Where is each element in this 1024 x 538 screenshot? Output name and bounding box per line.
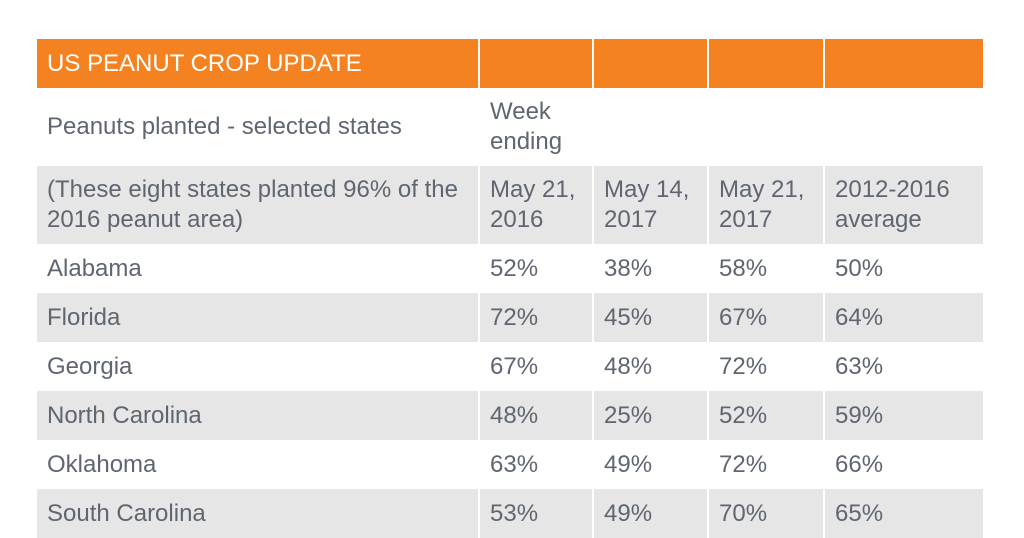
title-cell-empty	[478, 39, 593, 88]
table-row: Alabama 52% 38% 58% 50%	[37, 244, 983, 293]
value-cell: 49%	[592, 489, 708, 538]
column-header: 2012-2016 average	[823, 166, 983, 244]
column-header: May 21, 2016	[478, 166, 593, 244]
value-cell: 63%	[478, 440, 593, 489]
value-cell: 52%	[478, 244, 593, 293]
value-cell: 58%	[707, 244, 824, 293]
week-ending-label: Week ending	[478, 88, 593, 166]
subtitle-cell-empty	[823, 88, 983, 166]
value-cell: 67%	[478, 342, 593, 391]
peanut-crop-table-container: US PEANUT CROP UPDATE Peanuts planted - …	[37, 39, 983, 538]
value-cell: 65%	[823, 489, 983, 538]
value-cell: 67%	[707, 293, 824, 342]
column-header: May 21, 2017	[707, 166, 824, 244]
state-name-cell: Florida	[37, 293, 479, 342]
subtitle-row: Peanuts planted - selected states Week e…	[37, 88, 983, 166]
table-row: Oklahoma 63% 49% 72% 66%	[37, 440, 983, 489]
subtitle-cell-empty	[592, 88, 708, 166]
value-cell: 45%	[592, 293, 708, 342]
title-cell-empty	[592, 39, 708, 88]
title-cell-empty	[707, 39, 824, 88]
table-row: North Carolina 48% 25% 52% 59%	[37, 391, 983, 440]
value-cell: 53%	[478, 489, 593, 538]
table-title: US PEANUT CROP UPDATE	[37, 39, 479, 88]
value-cell: 59%	[823, 391, 983, 440]
table-row: South Carolina 53% 49% 70% 65%	[37, 489, 983, 538]
subtitle-cell-empty	[707, 88, 824, 166]
state-name-cell: North Carolina	[37, 391, 479, 440]
value-cell: 48%	[478, 391, 593, 440]
state-name-cell: Oklahoma	[37, 440, 479, 489]
value-cell: 50%	[823, 244, 983, 293]
title-row: US PEANUT CROP UPDATE	[37, 39, 983, 88]
value-cell: 72%	[707, 440, 824, 489]
column-header: May 14, 2017	[592, 166, 708, 244]
value-cell: 64%	[823, 293, 983, 342]
value-cell: 70%	[707, 489, 824, 538]
state-name-cell: South Carolina	[37, 489, 479, 538]
table-row: Florida 72% 45% 67% 64%	[37, 293, 983, 342]
column-header-row: (These eight states planted 96% of the 2…	[37, 166, 983, 244]
value-cell: 25%	[592, 391, 708, 440]
table-subtitle: Peanuts planted - selected states	[37, 88, 479, 166]
value-cell: 72%	[707, 342, 824, 391]
table-note: (These eight states planted 96% of the 2…	[37, 166, 479, 244]
value-cell: 48%	[592, 342, 708, 391]
state-name-cell: Alabama	[37, 244, 479, 293]
value-cell: 49%	[592, 440, 708, 489]
value-cell: 72%	[478, 293, 593, 342]
peanut-crop-table: US PEANUT CROP UPDATE Peanuts planted - …	[37, 39, 983, 538]
value-cell: 52%	[707, 391, 824, 440]
table-row: Georgia 67% 48% 72% 63%	[37, 342, 983, 391]
value-cell: 63%	[823, 342, 983, 391]
value-cell: 38%	[592, 244, 708, 293]
title-cell-empty	[823, 39, 983, 88]
value-cell: 66%	[823, 440, 983, 489]
state-name-cell: Georgia	[37, 342, 479, 391]
